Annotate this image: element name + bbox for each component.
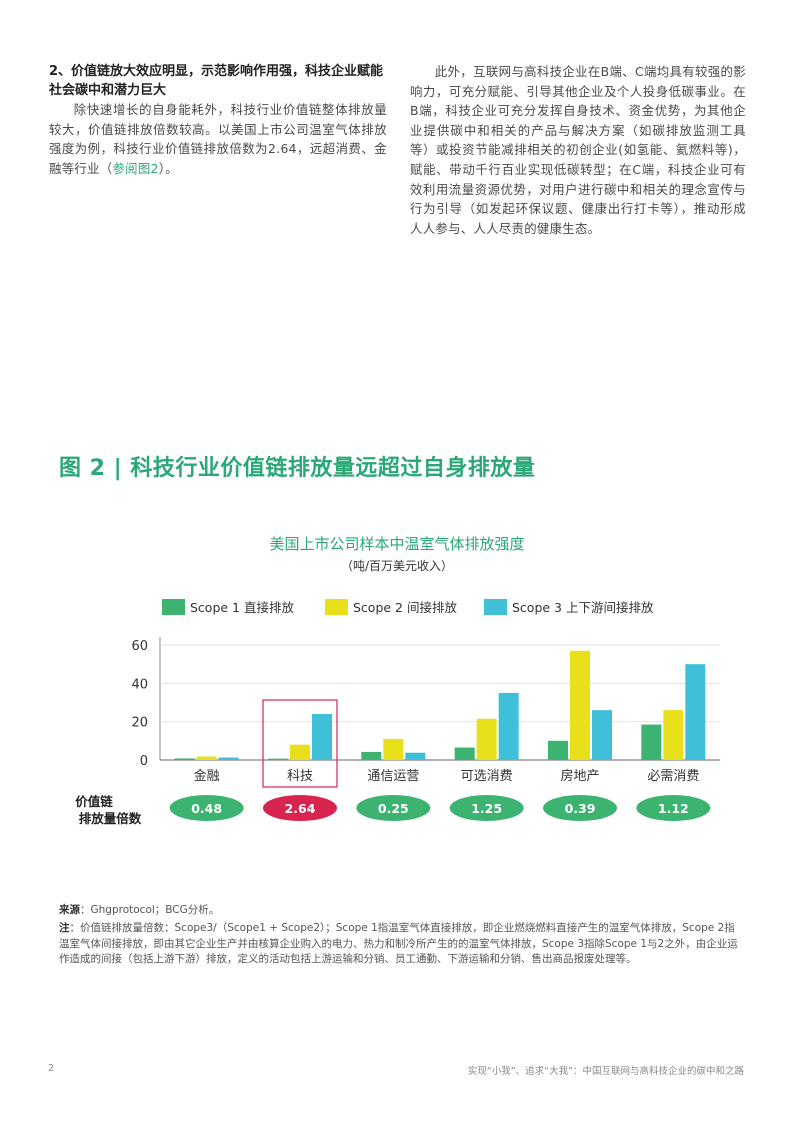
source-text: ：Ghgprotocol；BCG分析。 (80, 904, 220, 916)
page-number: 2 (48, 1063, 55, 1074)
bar-1 (174, 758, 195, 760)
chart: 美国上市公司样本中温室气体排放强度 （吨/百万美元收入） Scope 1 直接排… (0, 520, 793, 840)
legend-label-2: Scope 2 间接排放 (353, 600, 457, 615)
highlight-box (262, 699, 338, 788)
y-tick-label: 40 (131, 677, 148, 692)
multiplier-pill (543, 795, 617, 821)
multiplier-value: 2.64 (285, 801, 316, 816)
left-paragraph-main: 除快速增长的自身能耗外，科技行业价值链整体排放量较大，价值链排放倍数较高。以美国… (49, 102, 387, 176)
chart-title: 美国上市公司样本中温室气体排放强度 (269, 535, 524, 553)
bar-1 (641, 724, 662, 760)
chart-bars (174, 650, 706, 788)
y-tick-label: 20 (131, 716, 148, 731)
bar-1 (361, 751, 382, 760)
chart-legend: Scope 1 直接排放 Scope 2 间接排放 Scope 3 上下游间接排放 (162, 599, 654, 615)
right-column: 此外，互联网与高科技企业在B端、C端均具有较强的影响力，可充分赋能、引导其他企业… (410, 62, 746, 238)
multiplier-value: 0.25 (378, 801, 409, 816)
legend-label-1: Scope 1 直接排放 (190, 600, 294, 615)
bar-3 (312, 714, 332, 760)
bar-1 (454, 747, 475, 760)
left-paragraph-end: ）。 (158, 160, 178, 176)
legend-swatch-3 (484, 599, 507, 615)
bar-2 (383, 738, 404, 760)
chart-subtitle: （吨/百万美元收入） (341, 559, 453, 573)
note-label: 注 (59, 922, 70, 934)
multiplier-pill (263, 795, 337, 821)
multiplier-value: 1.12 (658, 801, 689, 816)
figure-reference-link[interactable]: 参阅图2 (112, 160, 159, 176)
multiplier-value: 0.39 (565, 801, 596, 816)
y-tick-label: 60 (131, 639, 148, 654)
x-tick-label: 科技 (287, 769, 313, 784)
left-column: 2、价值链放大效应明显，示范影响作用强，科技企业赋能社会碳中和潜力巨大 除快速增… (49, 62, 387, 178)
multiplier-pill (169, 795, 244, 821)
x-tick-label: 房地产 (560, 768, 599, 784)
right-paragraph: 此外，互联网与高科技企业在B端、C端均具有较强的影响力，可充分赋能、引导其他企业… (410, 64, 746, 236)
bar-2 (663, 710, 684, 760)
bar-2 (570, 650, 590, 760)
x-tick-label: 通信运营 (367, 769, 419, 784)
bar-1 (548, 740, 568, 760)
bar-3 (218, 757, 239, 760)
bar-2 (476, 718, 497, 760)
multiplier-value: 1.25 (471, 801, 502, 816)
multiplier-pill (636, 795, 711, 821)
note-text: ：价值链排放量倍数：Scope3/（Scope1 + Scope2）；Scope… (59, 922, 738, 965)
figure-title: 图 2 | 科技行业价值链排放量远超过自身排放量 (59, 456, 536, 481)
source-label: 来源 (59, 904, 80, 916)
multiplier-pill (449, 795, 524, 821)
x-tick-label: 必需消费 (647, 769, 699, 784)
chart-x-labels: 金融 科技 通信运营 可选消费 房地产 必需消费 (194, 768, 700, 784)
bar-1 (268, 758, 288, 760)
multiplier-pill (356, 795, 431, 821)
y-tick-label: 0 (140, 754, 148, 769)
source-note: 来源：Ghgprotocol；BCG分析。 (59, 902, 219, 917)
bar-2 (196, 756, 217, 760)
bar-3 (498, 692, 519, 760)
chart-grid: 0 20 40 60 (131, 637, 720, 769)
bar-2 (290, 744, 310, 760)
chart-svg: 美国上市公司样本中温室气体排放强度 （吨/百万美元收入） Scope 1 直接排… (75, 535, 720, 826)
footnote: 注：价值链排放量倍数：Scope3/（Scope1 + Scope2）；Scop… (59, 921, 739, 968)
section-heading: 2、价值链放大效应明显，示范影响作用强，科技企业赋能社会碳中和潜力巨大 (49, 64, 384, 98)
legend-swatch-2 (325, 599, 348, 615)
multiplier-value: 0.48 (191, 801, 222, 816)
bar-3 (405, 752, 426, 760)
running-title: 实现“小我”、追求“大我”：中国互联网与高科技企业的碳中和之路 (467, 1066, 744, 1077)
multiplier-row: 0.48 2.64 0.25 1.25 0.39 1.12 (169, 795, 711, 821)
legend-swatch-1 (162, 599, 185, 615)
left-paragraph: 除快速增长的自身能耗外，科技行业价值链整体排放量较大，价值链排放倍数较高。以美国… (49, 100, 387, 178)
multiplier-label-line1: 价值链 (75, 794, 113, 809)
x-tick-label: 可选消费 (461, 769, 513, 784)
x-tick-label: 金融 (194, 768, 220, 784)
legend-label-3: Scope 3 上下游间接排放 (512, 600, 654, 615)
bar-3 (685, 664, 706, 760)
multiplier-label-line2: 排放量倍数 (79, 811, 142, 826)
bar-3 (592, 710, 612, 760)
